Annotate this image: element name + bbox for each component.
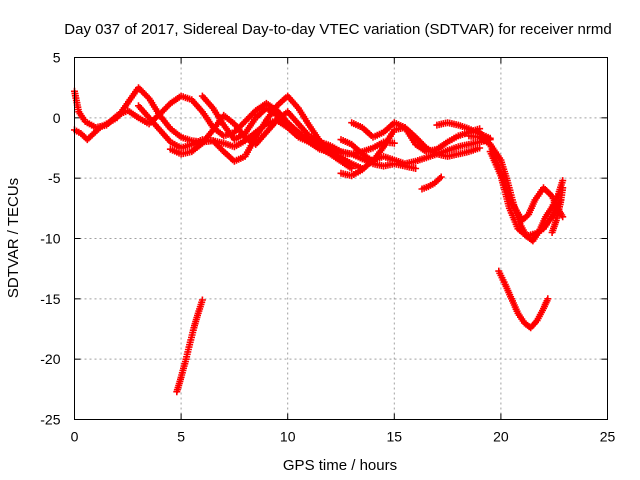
series-markers-arc-3 xyxy=(135,92,366,172)
series-markers-arc-5 xyxy=(198,92,398,158)
series-arc-5 xyxy=(198,92,398,158)
series-arc-8 xyxy=(348,119,484,156)
y-tick-label: -5 xyxy=(48,170,61,186)
y-axis-title: SDTVAR / TECUs xyxy=(5,178,22,298)
series-markers-arc-13 xyxy=(486,148,565,240)
series-arc-16 xyxy=(495,267,552,332)
y-tick-label: -10 xyxy=(40,231,60,247)
x-tick-label: 0 xyxy=(71,429,79,445)
y-tick-label: 0 xyxy=(53,110,61,126)
series-markers-arc-15 xyxy=(173,296,206,396)
grid-lines xyxy=(74,57,608,420)
x-tick-label: 20 xyxy=(493,429,509,445)
x-tick-label: 15 xyxy=(387,429,403,445)
series-arc-13 xyxy=(486,148,565,240)
series-arc-10 xyxy=(418,173,445,193)
x-tick-label: 5 xyxy=(177,429,185,445)
series-markers-arc-10 xyxy=(418,173,445,193)
data-series xyxy=(71,84,567,396)
y-tick-label: -20 xyxy=(40,351,60,367)
y-tick-label: -15 xyxy=(40,291,60,307)
series-arc-14 xyxy=(548,184,567,236)
x-axis-title: GPS time / hours xyxy=(283,457,397,474)
y-tick-label: -25 xyxy=(40,412,60,428)
y-tick-labels: 5 0 -5 -10 -15 -20 -25 xyxy=(40,50,60,428)
chart-title: Day 037 of 2017, Sidereal Day-to-day VTE… xyxy=(64,21,611,38)
series-arc-15 xyxy=(173,296,206,396)
x-tick-label: 25 xyxy=(600,429,616,445)
series-markers-arc-16 xyxy=(495,267,552,332)
x-tick-labels: 0 5 10 15 20 25 xyxy=(71,429,616,445)
series-arc-3 xyxy=(135,92,366,172)
plot-frame xyxy=(74,57,608,420)
series-markers-arc-8 xyxy=(348,119,484,156)
x-tick-label: 10 xyxy=(280,429,296,445)
series-markers-arc-14 xyxy=(548,184,567,236)
y-tick-label: 5 xyxy=(53,50,61,66)
